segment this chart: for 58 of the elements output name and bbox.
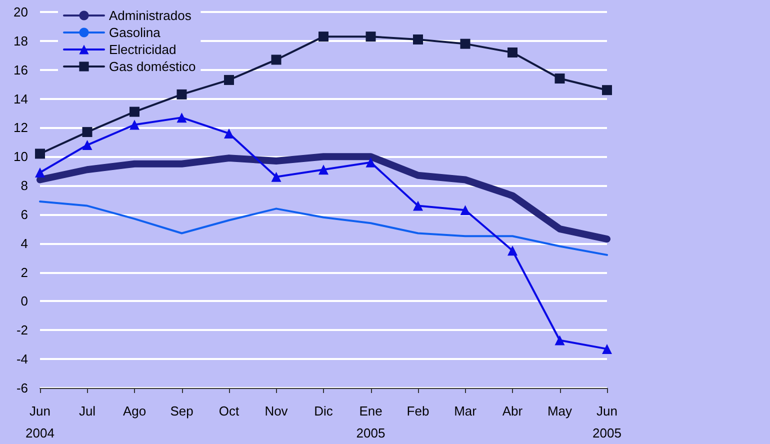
legend-label: Gas doméstico xyxy=(109,59,196,74)
point xyxy=(508,246,518,256)
x-tick-label: Abr xyxy=(502,404,524,418)
point xyxy=(602,344,612,354)
y-tick-label: -6 xyxy=(16,380,28,396)
legend-label: Administrados xyxy=(109,8,192,23)
x-tick-label: Jun 2004 xyxy=(26,404,54,440)
y-tick-label: 0 xyxy=(20,294,28,309)
x-tick-label: Feb xyxy=(406,404,430,418)
point xyxy=(508,47,518,58)
line-series xyxy=(39,200,608,256)
x-tick-label: Nov xyxy=(264,404,288,418)
point xyxy=(460,38,470,49)
point xyxy=(413,34,423,44)
y-tick-label: 10 xyxy=(14,149,28,164)
point xyxy=(176,112,187,123)
point xyxy=(271,54,282,65)
y-tick-label: -4 xyxy=(16,352,28,367)
point xyxy=(35,168,45,178)
point xyxy=(554,335,565,346)
y-tick-label: 4 xyxy=(20,236,28,251)
x-tick-label: Sep xyxy=(170,404,194,418)
point xyxy=(602,85,612,96)
point xyxy=(366,157,376,168)
x-tick-label: Ago xyxy=(122,404,146,418)
y-tick-label: 14 xyxy=(14,91,28,106)
point xyxy=(130,106,140,117)
point xyxy=(82,127,92,138)
point xyxy=(35,148,45,159)
point xyxy=(366,32,376,42)
legend-label: Electricidad xyxy=(109,42,176,57)
point xyxy=(271,172,282,182)
y-tick-label: 6 xyxy=(20,206,28,222)
point xyxy=(82,140,92,150)
y-tick-label: 8 xyxy=(20,178,28,194)
point xyxy=(224,128,234,138)
x-tick-label: Mar xyxy=(454,404,478,418)
x-tick-label: Jun 2005 xyxy=(592,404,622,440)
y-tick-label: -2 xyxy=(16,322,28,338)
y-tick-label: 2 xyxy=(20,264,28,280)
x-tick-label: Dic xyxy=(314,404,334,418)
point xyxy=(554,74,565,84)
point xyxy=(413,200,423,211)
point xyxy=(130,120,140,130)
point xyxy=(224,74,234,85)
x-tick-label: May xyxy=(547,404,573,418)
x-tick-label: Oct xyxy=(218,404,240,418)
x-tick-label: Jul xyxy=(78,404,96,418)
point xyxy=(318,164,328,175)
y-tick-label: 16 xyxy=(14,62,28,78)
y-tick-label: 18 xyxy=(14,33,28,48)
legend-label: Gasolina xyxy=(109,25,162,40)
point xyxy=(460,205,470,216)
point xyxy=(176,89,187,100)
x-tick-label: Ene 2005 xyxy=(356,404,386,440)
point xyxy=(318,32,328,42)
y-tick-label: 12 xyxy=(14,120,28,136)
y-tick-label: 20 xyxy=(14,4,28,20)
